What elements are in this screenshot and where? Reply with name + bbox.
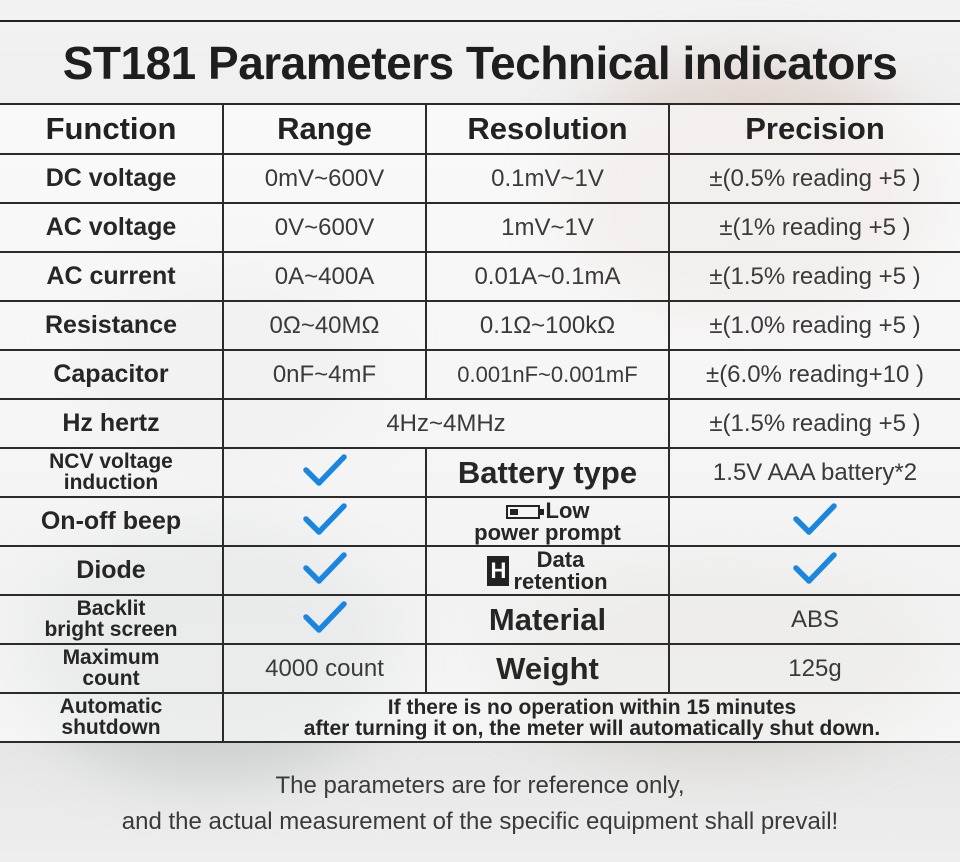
hold-icon: H [487,555,510,586]
battery-icon [505,505,544,520]
auto-shutdown-description: If there is no operation within 15 minut… [222,692,960,743]
table-row: Maximum count 4000 count Weight 125g [0,643,960,694]
checkmark-icon [793,550,837,586]
auto-shutdown-line2: shutdown [61,715,161,739]
precision-cell: ±(1.5% reading +5 ) [668,251,960,302]
table-row: Hz hertz 4Hz~4MHz ±(1.5% reading +5 ) [0,398,960,449]
auto-shutdown-text-line2: after turning it on, the meter will auto… [303,716,881,740]
table-row: Resistance 0Ω~40MΩ 0.1Ω~100kΩ ±(1.0% rea… [0,300,960,351]
ncv-label-line2: induction [63,470,159,494]
auto-shutdown-text-line1: If there is no operation within 15 minut… [387,695,797,719]
table-row: NCV voltage induction Battery type 1.5V … [0,447,960,498]
function-cell: Backlit bright screen [0,594,224,645]
table-row: On-off beep Low power prompt [0,496,960,547]
checkmark-icon [302,452,347,488]
material-label: Material [425,594,670,645]
function-cell: DC voltage [0,153,224,204]
function-cell: Hz hertz [0,398,224,449]
resolution-cell: 1mV~1V [425,202,670,253]
resolution-cell: 0.1mV~1V [425,153,670,204]
low-power-check-cell [668,496,960,547]
function-cell: AC voltage [0,202,224,253]
table-row: AC current 0A~400A 0.01A~0.1mA ±(1.5% re… [0,251,960,302]
function-cell: Maximum count [0,643,224,694]
ncv-check-cell [222,447,427,498]
resolution-cell: 0.01A~0.1mA [425,251,670,302]
function-cell: On-off beep [0,496,224,547]
function-cell: Automatic shutdown [0,692,224,743]
top-border [0,20,960,22]
range-cell: 4Hz~4MHz [222,398,670,449]
precision-cell: ±(1.5% reading +5 ) [668,398,960,449]
header-resolution: Resolution [425,103,670,155]
table-row: DC voltage 0mV~600V 0.1mV~1V ±(0.5% read… [0,153,960,204]
spec-table: Function Range Resolution Precision DC v… [0,103,960,743]
footer-line1: The parameters are for reference only, [275,772,685,799]
backlit-line1: Backlit [76,596,146,620]
header-range: Range [222,103,427,155]
max-count-line1: Maximum [62,645,160,669]
table-row: Backlit bright screen Material ABS [0,594,960,645]
range-cell: 0Ω~40MΩ [222,300,427,351]
ncv-label-line1: NCV voltage [49,449,173,473]
footer-note: The parameters are for reference only, a… [0,768,960,840]
function-cell: Capacitor [0,349,224,400]
precision-cell: ±(0.5% reading +5 ) [668,153,960,204]
range-cell: 0A~400A [222,251,427,302]
table-row: Capacitor 0nF~4mF 0.001nF~0.001mF ±(6.0%… [0,349,960,400]
footer-line2: and the actual measurement of the specif… [121,808,839,835]
range-cell: 0nF~4mF [222,349,427,400]
header-function: Function [0,103,224,155]
function-cell: Diode [0,545,224,596]
header-row: Function Range Resolution Precision [0,103,960,155]
precision-cell: ±(6.0% reading+10 ) [668,349,960,400]
page-title: ST181 Parameters Technical indicators [62,37,898,89]
beep-check-cell [222,496,427,547]
low-power-line1: Low [545,497,590,523]
header-precision: Precision [668,103,960,155]
material-value: ABS [668,594,960,645]
low-power-cell: Low power prompt [425,496,670,547]
resolution-cell: 0.1Ω~100kΩ [425,300,670,351]
precision-cell: ±(1% reading +5 ) [668,202,960,253]
range-cell: 0mV~600V [222,153,427,204]
table-row: Diode H Data retention [0,545,960,596]
checkmark-icon [302,599,347,635]
backlit-line2: bright screen [44,617,178,641]
max-count-line2: count [82,666,140,690]
data-retention-cell: H Data retention [425,545,670,596]
battery-type-label: Battery type [425,447,670,498]
diode-check-cell [222,545,427,596]
checkmark-icon [793,501,837,537]
max-count-value: 4000 count [222,643,427,694]
resolution-cell: 0.001nF~0.001mF [425,349,670,400]
checkmark-icon [302,550,347,586]
function-cell: AC current [0,251,224,302]
table-row: Automatic shutdown If there is no operat… [0,692,960,743]
data-retention-line1: Data [536,546,585,572]
table-row: AC voltage 0V~600V 1mV~1V ±(1% reading +… [0,202,960,253]
weight-label: Weight [425,643,670,694]
function-cell: NCV voltage induction [0,447,224,498]
battery-type-value: 1.5V AAA battery*2 [668,447,960,498]
range-cell: 0V~600V [222,202,427,253]
checkmark-icon [302,501,347,537]
data-retention-line2: retention [513,568,608,594]
auto-shutdown-line1: Automatic [59,694,163,718]
precision-cell: ±(1.0% reading +5 ) [668,300,960,351]
low-power-line2: power prompt [474,519,621,545]
data-retention-check-cell [668,545,960,596]
function-cell: Resistance [0,300,224,351]
backlit-check-cell [222,594,427,645]
weight-value: 125g [668,643,960,694]
